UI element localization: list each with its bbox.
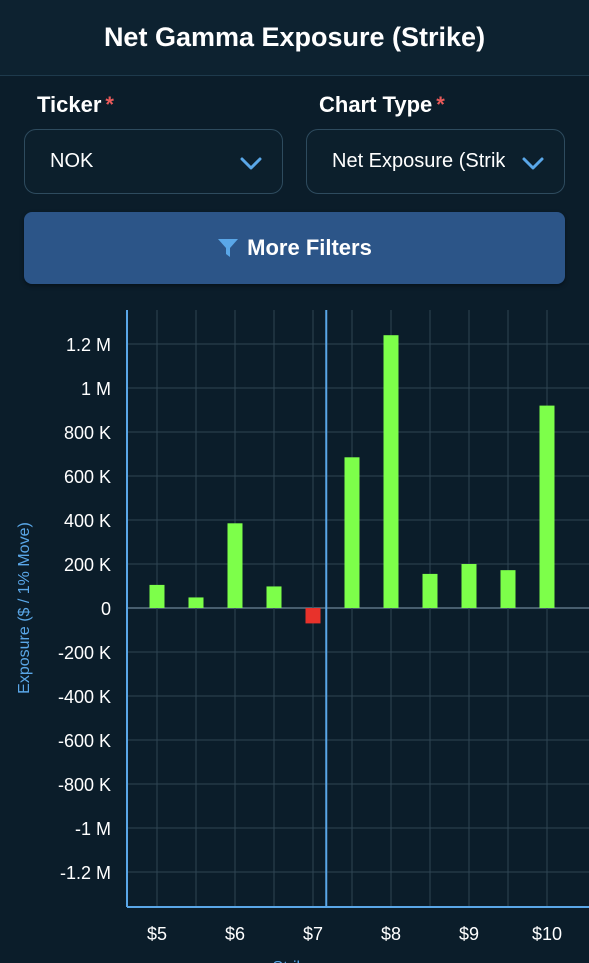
y-tick-label: 1.2 M (66, 335, 111, 355)
x-tick-label: $6 (225, 924, 245, 944)
y-tick-label: 400 K (64, 511, 111, 531)
chevron-down-icon (240, 157, 262, 170)
y-tick-label: -800 K (58, 775, 111, 795)
bar-strike-5_5[interactable] (188, 597, 204, 608)
bar-strike-9[interactable] (461, 564, 477, 608)
bar-strike-10[interactable] (539, 405, 555, 608)
x-tick-label: $5 (147, 924, 167, 944)
y-tick-label: -1.2 M (60, 863, 111, 883)
bar-strike-8_5[interactable] (422, 573, 438, 608)
chart-type-label: Chart Type * (319, 92, 445, 118)
page-title: Net Gamma Exposure (Strike) (103, 22, 486, 52)
bar-strike-8[interactable] (383, 335, 399, 608)
bar-strike-7_5[interactable] (344, 457, 360, 608)
y-tick-label: -600 K (58, 731, 111, 751)
chart-type-select-value: Net Exposure (Strik (332, 150, 506, 172)
bar-strike-9_5[interactable] (500, 570, 516, 608)
x-tick-label: $7 (303, 924, 323, 944)
bar-strike-6_5[interactable] (266, 586, 282, 608)
y-axis-title: Exposure ($ / 1% Move) (16, 522, 33, 694)
x-tick-label: $9 (459, 924, 479, 944)
more-filters-button[interactable]: More Filters (24, 212, 565, 284)
y-tick-label: -1 M (75, 819, 111, 839)
chart-grid (127, 310, 589, 907)
app-header: Net Gamma Exposure (Strike) (0, 0, 589, 76)
y-tick-label: 800 K (64, 423, 111, 443)
ticker-label-text: Ticker (37, 92, 102, 117)
bar-strike-5[interactable] (149, 584, 165, 608)
filter-icon (218, 239, 239, 257)
chart-labels: 1.2 M 1 M 800 K 600 K 400 K 200 K 0 -200 K -400 … (16, 335, 562, 963)
gamma-exposure-chart: 1.2 M 1 M 800 K 600 K 400 K 200 K 0 -200 K -400 … (16, 310, 589, 963)
y-tick-label: 600 K (64, 467, 111, 487)
y-tick-label: 0 (101, 599, 111, 619)
ticker-label: Ticker * (37, 92, 114, 118)
x-tick-label: $8 (381, 924, 401, 944)
chart-type-required-mark: * (436, 92, 445, 117)
chart-type-label-text: Chart Type (319, 92, 433, 117)
y-tick-label: 200 K (64, 555, 111, 575)
y-tick-label: -400 K (58, 687, 111, 707)
bar-strike-6[interactable] (227, 523, 243, 608)
chart-type-select[interactable]: Net Exposure (Strik (306, 129, 565, 194)
chevron-down-icon (522, 157, 544, 170)
ticker-required-mark: * (105, 92, 114, 117)
bar-strike-7[interactable] (305, 608, 321, 624)
x-tick-label: $10 (532, 924, 562, 944)
y-tick-label: -200 K (58, 643, 111, 663)
chart-axes (126, 310, 589, 908)
ticker-select-value: NOK (50, 150, 94, 172)
x-axis-title: Strike (273, 959, 314, 963)
y-tick-label: 1 M (81, 379, 111, 399)
ticker-select[interactable]: NOK (24, 129, 283, 194)
more-filters-label: More Filters (247, 235, 372, 260)
chart-bars (149, 335, 555, 624)
